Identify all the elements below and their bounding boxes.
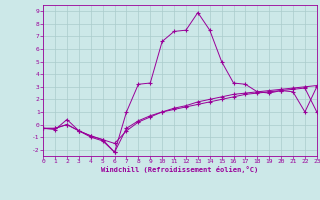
X-axis label: Windchill (Refroidissement éolien,°C): Windchill (Refroidissement éolien,°C) bbox=[101, 166, 259, 173]
